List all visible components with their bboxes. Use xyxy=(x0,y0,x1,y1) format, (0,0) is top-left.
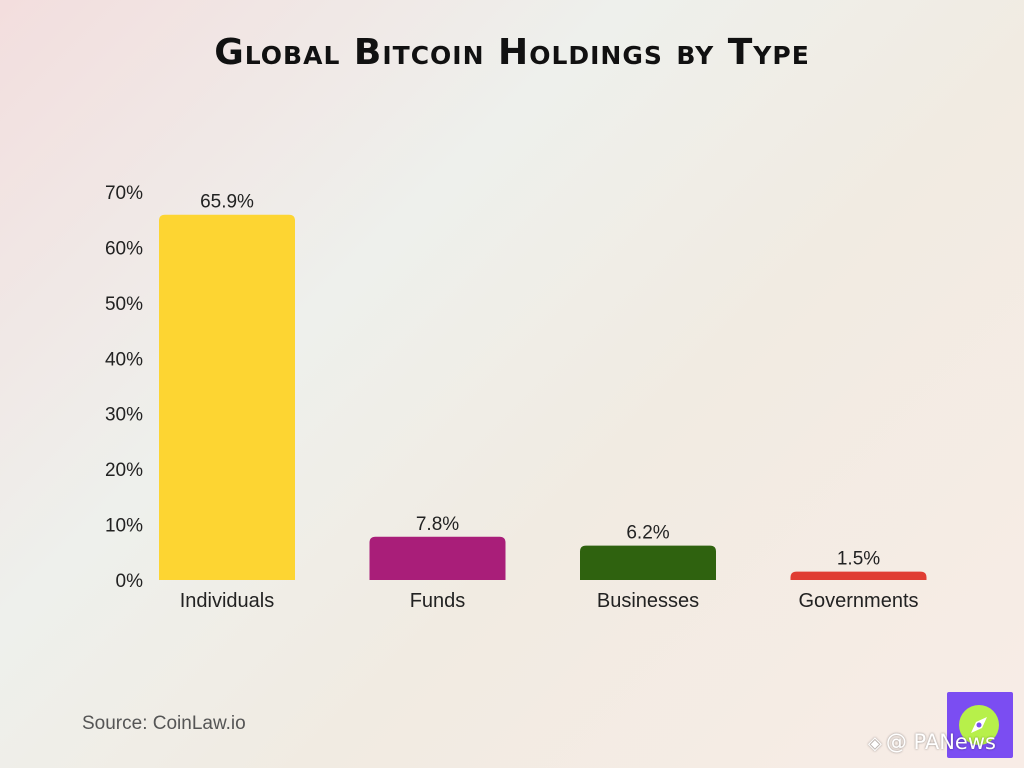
compass-icon xyxy=(959,705,999,745)
data-label: 65.9% xyxy=(200,192,254,213)
y-tick-label: 50% xyxy=(105,294,143,315)
y-tick-label: 40% xyxy=(105,349,143,370)
category-label: Businesses xyxy=(597,590,699,612)
chart-title: Global Bitcoin Holdings by Type xyxy=(214,32,810,73)
data-label: 1.5% xyxy=(837,549,880,570)
panews-logo xyxy=(947,692,1013,758)
watermark-text: @ PANews xyxy=(885,730,996,754)
y-tick-label: 30% xyxy=(105,405,143,426)
diamond-icon: ◈ xyxy=(868,733,882,754)
bar-individuals xyxy=(159,214,295,580)
data-label: 7.8% xyxy=(416,514,459,535)
bar-governments xyxy=(790,571,927,580)
watermark: ◈ @ PANews xyxy=(868,730,996,754)
y-tick-label: 60% xyxy=(105,238,143,259)
y-tick-label: 70% xyxy=(105,183,143,204)
data-label: 6.2% xyxy=(626,523,669,544)
category-label: Governments xyxy=(798,590,918,612)
y-tick-label: 10% xyxy=(105,516,143,537)
category-label: Funds xyxy=(410,590,466,612)
bar-funds xyxy=(369,536,506,580)
source-note: Source: CoinLaw.io xyxy=(82,713,246,734)
bar-businesses xyxy=(580,545,716,580)
y-tick-label: 20% xyxy=(105,460,143,481)
category-label: Individuals xyxy=(180,590,275,612)
y-tick-label: 0% xyxy=(116,571,144,592)
